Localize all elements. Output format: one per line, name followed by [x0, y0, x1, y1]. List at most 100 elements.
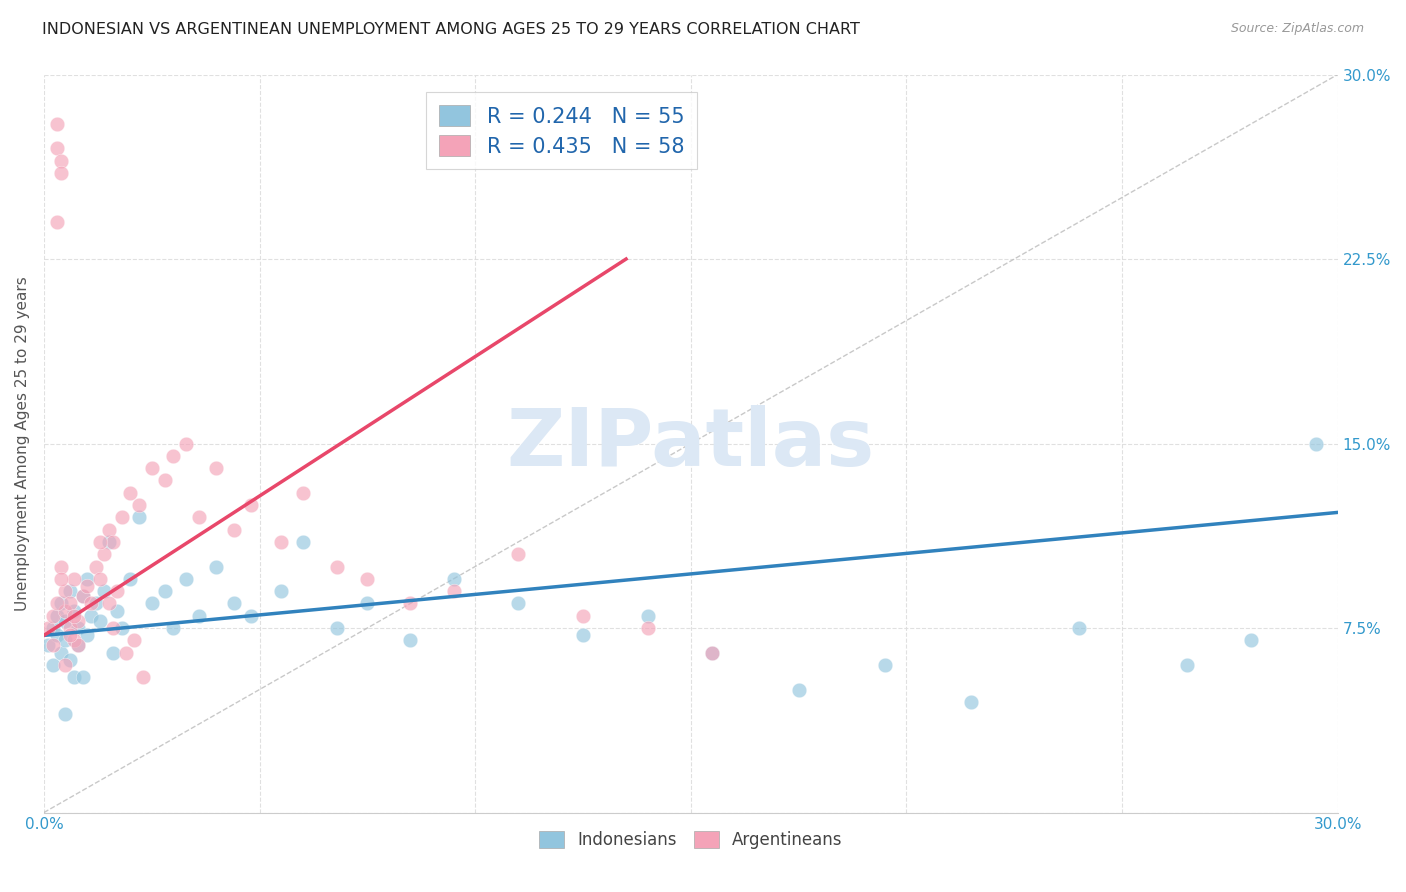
Point	[76, 628, 98, 642]
Point	[960, 695, 983, 709]
Point	[93, 547, 115, 561]
Point	[637, 621, 659, 635]
Point	[80, 608, 103, 623]
Point	[188, 510, 211, 524]
Point	[443, 572, 465, 586]
Point	[59, 628, 82, 642]
Point	[63, 608, 86, 623]
Point	[63, 604, 86, 618]
Point	[101, 621, 124, 635]
Point	[63, 572, 86, 586]
Point	[45, 628, 67, 642]
Point	[1067, 621, 1090, 635]
Point	[291, 485, 314, 500]
Point	[45, 215, 67, 229]
Point	[105, 604, 128, 618]
Point	[45, 596, 67, 610]
Point	[55, 614, 77, 628]
Point	[356, 572, 378, 586]
Point	[93, 584, 115, 599]
Point	[153, 584, 176, 599]
Point	[101, 535, 124, 549]
Point	[110, 510, 132, 524]
Point	[124, 633, 146, 648]
Point	[1240, 633, 1263, 648]
Point	[45, 141, 67, 155]
Point	[97, 523, 120, 537]
Point	[55, 707, 77, 722]
Point	[110, 621, 132, 635]
Point	[45, 608, 67, 623]
Point	[59, 653, 82, 667]
Point	[132, 670, 155, 684]
Point	[49, 572, 72, 586]
Point	[222, 596, 245, 610]
Point	[162, 449, 184, 463]
Point	[174, 436, 197, 450]
Point	[89, 535, 111, 549]
Point	[80, 596, 103, 610]
Point	[55, 604, 77, 618]
Point	[97, 596, 120, 610]
Point	[67, 621, 90, 635]
Point	[120, 572, 142, 586]
Point	[67, 614, 90, 628]
Point	[49, 596, 72, 610]
Point	[637, 608, 659, 623]
Point	[239, 498, 262, 512]
Point	[291, 535, 314, 549]
Point	[41, 638, 63, 652]
Point	[59, 621, 82, 635]
Point	[141, 596, 163, 610]
Text: INDONESIAN VS ARGENTINEAN UNEMPLOYMENT AMONG AGES 25 TO 29 YEARS CORRELATION CHA: INDONESIAN VS ARGENTINEAN UNEMPLOYMENT A…	[42, 22, 860, 37]
Point	[49, 153, 72, 168]
Point	[270, 584, 292, 599]
Point	[72, 589, 94, 603]
Point	[239, 608, 262, 623]
Point	[76, 579, 98, 593]
Point	[89, 614, 111, 628]
Point	[72, 670, 94, 684]
Point	[222, 523, 245, 537]
Point	[67, 638, 90, 652]
Point	[55, 657, 77, 672]
Point	[572, 628, 595, 642]
Point	[326, 559, 349, 574]
Point	[72, 589, 94, 603]
Point	[105, 584, 128, 599]
Point	[114, 646, 136, 660]
Point	[787, 682, 810, 697]
Point	[188, 608, 211, 623]
Point	[97, 535, 120, 549]
Point	[41, 608, 63, 623]
Point	[67, 638, 90, 652]
Point	[55, 633, 77, 648]
Point	[205, 461, 228, 475]
Point	[508, 547, 530, 561]
Point	[84, 596, 107, 610]
Point	[37, 638, 59, 652]
Legend: R = 0.244   N = 55, R = 0.435   N = 58: R = 0.244 N = 55, R = 0.435 N = 58	[426, 92, 696, 169]
Point	[399, 633, 422, 648]
Point	[326, 621, 349, 635]
Text: ZIPatlas: ZIPatlas	[506, 405, 875, 483]
Point	[702, 646, 724, 660]
Point	[399, 596, 422, 610]
Point	[443, 584, 465, 599]
Point	[55, 584, 77, 599]
Point	[205, 559, 228, 574]
Point	[63, 670, 86, 684]
Point	[59, 596, 82, 610]
Text: Source: ZipAtlas.com: Source: ZipAtlas.com	[1230, 22, 1364, 36]
Y-axis label: Unemployment Among Ages 25 to 29 years: Unemployment Among Ages 25 to 29 years	[15, 277, 30, 611]
Point	[128, 498, 150, 512]
Point	[37, 621, 59, 635]
Point	[41, 657, 63, 672]
Point	[89, 572, 111, 586]
Point	[873, 657, 896, 672]
Point	[141, 461, 163, 475]
Point	[153, 474, 176, 488]
Point	[41, 621, 63, 635]
Point	[702, 646, 724, 660]
Point	[1175, 657, 1198, 672]
